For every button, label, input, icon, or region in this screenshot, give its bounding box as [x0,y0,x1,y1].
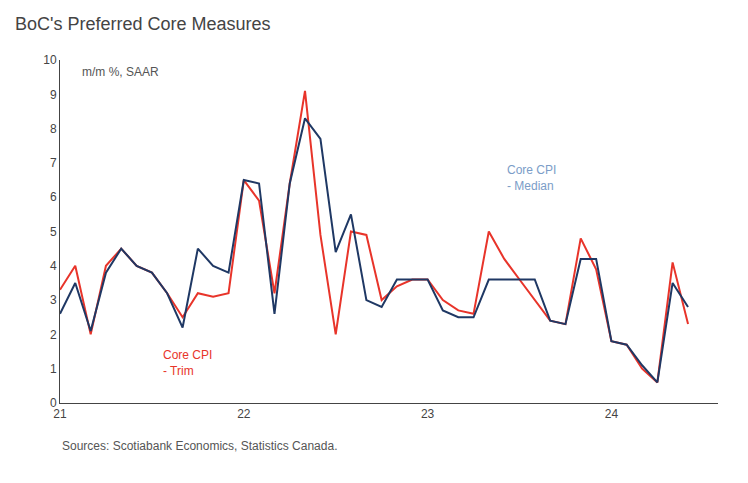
svg-text:22: 22 [237,407,251,421]
svg-text:m/m %, SAAR: m/m %, SAAR [82,65,159,79]
svg-text:21: 21 [53,407,67,421]
svg-text:0: 0 [50,396,57,410]
svg-text:Core CPI- Median: Core CPI- Median [507,163,556,193]
svg-text:Sources: Scotiabank Economics,: Sources: Scotiabank Economics, Statistic… [62,439,337,453]
svg-text:1: 1 [50,362,57,376]
svg-text:9: 9 [50,88,57,102]
svg-text:Core CPI- Trim: Core CPI- Trim [163,348,212,378]
svg-text:8: 8 [50,122,57,136]
svg-text:BoC's Preferred Core Measures: BoC's Preferred Core Measures [15,14,271,34]
svg-text:2: 2 [50,328,57,342]
svg-text:24: 24 [605,407,619,421]
svg-text:6: 6 [50,190,57,204]
svg-text:10: 10 [43,53,57,67]
svg-text:3: 3 [50,293,57,307]
svg-text:5: 5 [50,225,57,239]
svg-text:7: 7 [50,156,57,170]
svg-text:23: 23 [421,407,435,421]
svg-text:4: 4 [50,259,57,273]
